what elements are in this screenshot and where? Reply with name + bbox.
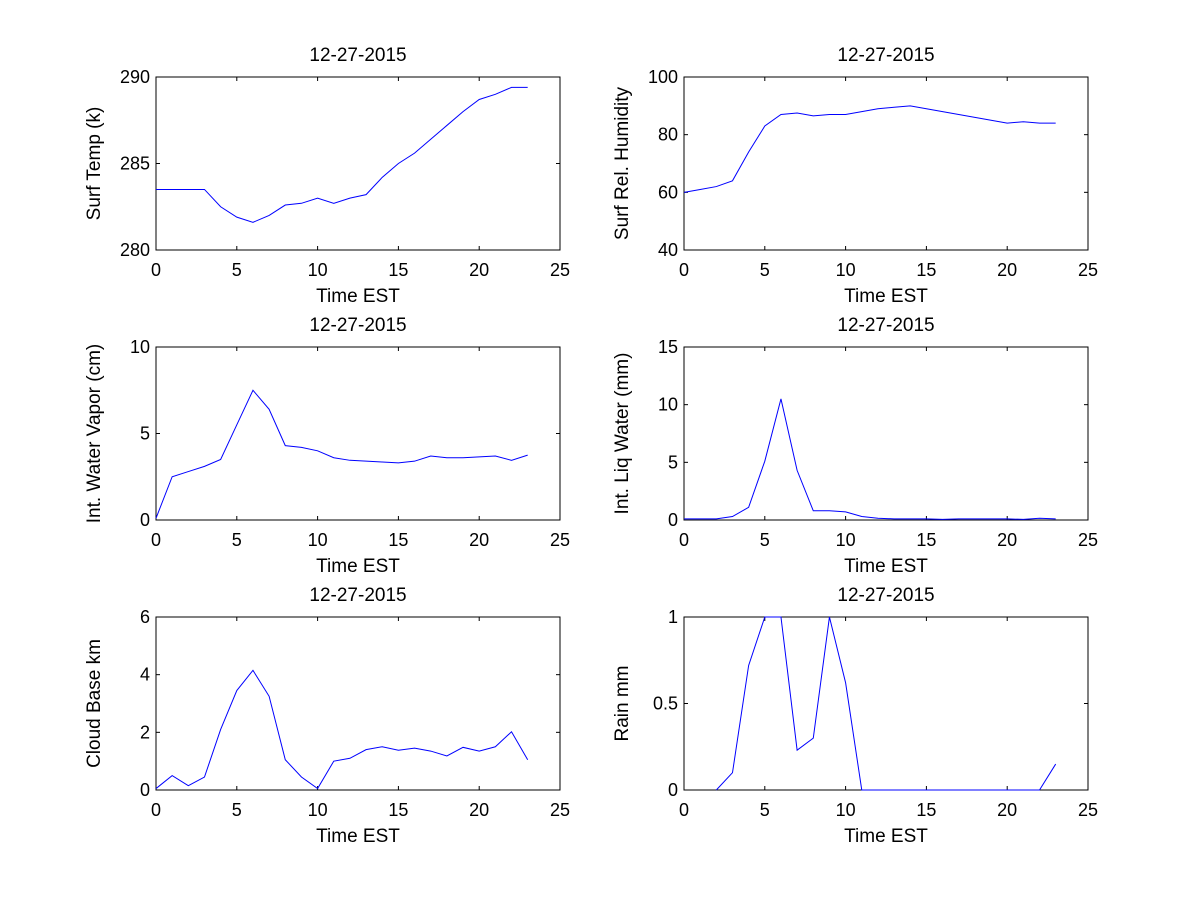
series-line [155,389,528,519]
y-axis-label: Int. Water Vapor (cm) [84,344,105,523]
y-tick-label: 5 [668,452,678,472]
x-tick-label: 20 [469,530,489,550]
y-tick-label: 5 [140,424,150,444]
series-line [684,398,1056,520]
plot-area [683,616,1089,791]
x-tick-label: 10 [308,800,328,820]
y-axis-label: Rain mm [612,665,633,741]
x-tick-label: 15 [916,530,936,550]
chart-title: 12-27-2015 [309,315,406,336]
y-tick-label: 0.5 [653,694,678,714]
y-tick-label: 4 [140,665,150,685]
x-tick-label: 25 [550,800,570,820]
x-tick-label: 15 [916,260,936,280]
x-tick-label: 20 [997,260,1017,280]
x-tick-label: 10 [308,260,328,280]
series-line [156,86,528,223]
y-tick-label: 80 [658,125,678,145]
x-tick-label: 0 [151,800,161,820]
y-tick-label: 40 [658,240,678,260]
x-axis-label: Time EST [316,556,400,577]
chart-title: 12-27-2015 [309,45,406,66]
x-tick-label: 10 [836,260,856,280]
x-tick-label: 20 [469,260,489,280]
x-tick-label: 20 [997,530,1017,550]
x-tick-label: 0 [151,530,161,550]
y-tick-label: 285 [120,154,150,174]
x-tick-label: 15 [388,800,408,820]
x-tick-label: 10 [308,530,328,550]
chart-title: 12-27-2015 [837,45,934,66]
x-axis-label: Time EST [316,286,400,307]
x-tick-label: 20 [469,800,489,820]
x-axis-label: Time EST [844,826,928,847]
x-tick-label: 25 [1078,260,1098,280]
x-tick-label: 5 [232,260,242,280]
x-tick-label: 20 [997,800,1017,820]
x-tick-label: 5 [232,530,242,550]
chart-title: 12-27-2015 [837,585,934,606]
y-tick-label: 0 [140,780,150,800]
x-axis-label: Time EST [844,556,928,577]
x-tick-label: 10 [836,530,856,550]
y-tick-label: 100 [648,67,678,87]
x-axis-label: Time EST [844,286,928,307]
y-tick-label: 60 [658,182,678,202]
y-tick-label: 6 [140,607,150,627]
subplot-5: 0 5 10 15 20 25 0 2 4 6 12-27-2015 Time EST Cloud Ba… [84,585,570,847]
x-tick-label: 25 [550,260,570,280]
y-tick-label: 10 [658,395,678,415]
x-tick-label: 5 [760,800,770,820]
x-tick-label: 15 [388,260,408,280]
x-tick-label: 5 [232,800,242,820]
chart-title: 12-27-2015 [309,585,406,606]
x-axis-label: Time EST [316,826,400,847]
plot-area [683,346,1089,521]
x-tick-label: 0 [151,260,161,280]
y-axis-label: Cloud Base km [84,639,105,768]
y-tick-label: 280 [120,240,150,260]
chart-title: 12-27-2015 [837,315,934,336]
y-tick-label: 10 [130,337,150,357]
plot-area [155,616,561,791]
subplot-4: 0 5 10 15 20 25 0 5 10 15 12-27-2015 Time EST Int. L… [612,315,1098,577]
y-axis-label: Surf Temp (k) [84,107,105,221]
x-tick-label: 0 [679,530,689,550]
x-tick-label: 0 [679,260,689,280]
subplot-1: 0 5 10 15 20 25 280 285 290 12-27-2015 Time EST Sur… [84,45,570,307]
y-tick-label: 290 [120,67,150,87]
x-tick-label: 0 [679,800,689,820]
x-tick-label: 5 [760,530,770,550]
plot-area [683,76,1089,251]
y-tick-label: 0 [668,780,678,800]
x-tick-label: 5 [760,260,770,280]
x-tick-label: 15 [916,800,936,820]
x-tick-label: 10 [836,800,856,820]
y-tick-label: 1 [668,607,678,627]
x-tick-label: 25 [550,530,570,550]
series-line [683,105,1056,193]
x-tick-label: 15 [388,530,408,550]
subplot-3: 0 5 10 15 20 25 0 5 10 12-27-2015 Time EST Int. Wat… [84,315,570,577]
y-tick-label: 0 [140,510,150,530]
y-tick-label: 2 [140,722,150,742]
x-tick-label: 25 [1078,800,1098,820]
subplot-6: 0 5 10 15 20 25 0 0.5 1 12-27-2015 Time EST Rain mm [612,585,1098,847]
plot-area [155,76,561,251]
subplot-2: 0 5 10 15 20 25 40 60 80 100 12-27-2015 Time EST Sur… [612,45,1098,307]
y-axis-label: Int. Liq Water (mm) [612,353,633,515]
y-tick-label: 0 [668,510,678,530]
x-tick-label: 25 [1078,530,1098,550]
y-axis-label: Surf Rel. Humidity [612,86,633,240]
y-tick-label: 15 [658,337,678,357]
series-line [715,616,1057,791]
series-line [155,669,529,790]
plot-area [155,346,561,521]
